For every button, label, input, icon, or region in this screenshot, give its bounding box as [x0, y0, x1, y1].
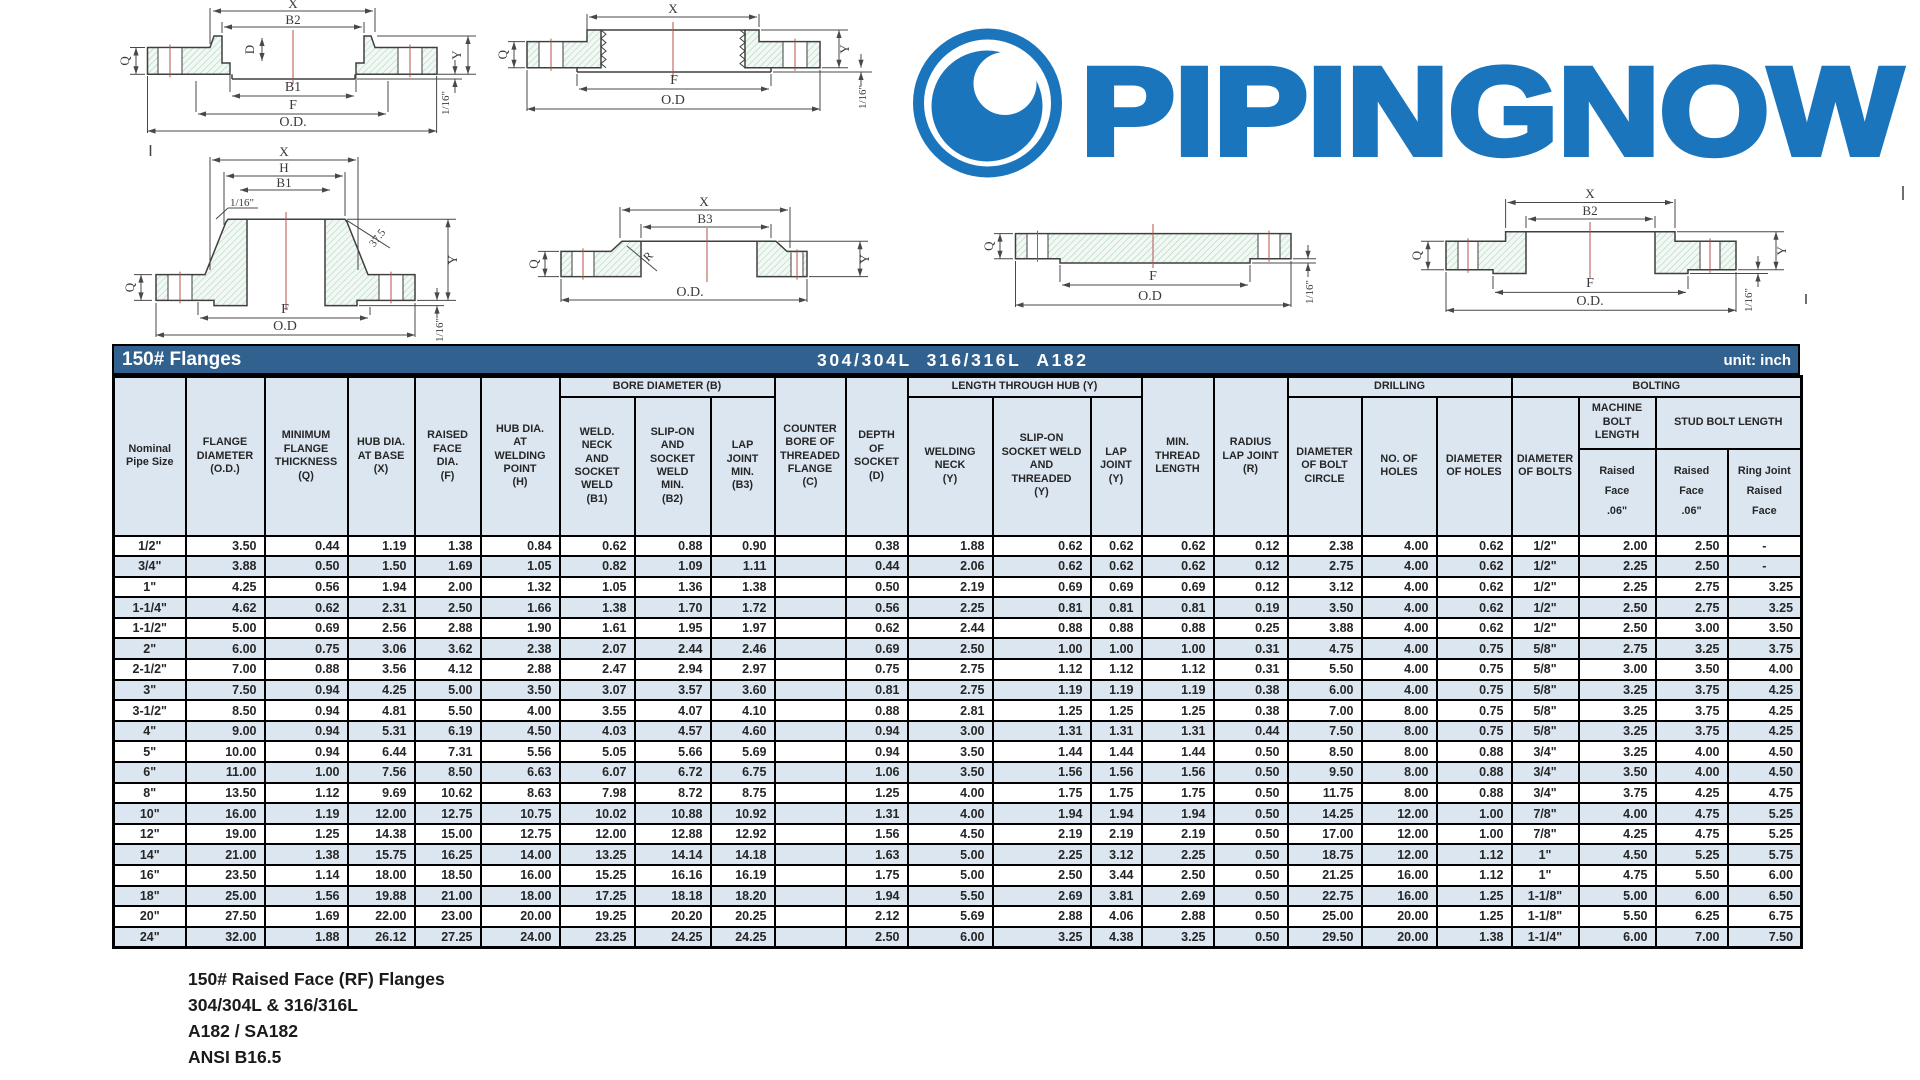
svg-text:37.5: 37.5 [367, 226, 389, 249]
svg-text:X: X [288, 0, 298, 11]
svg-text:X: X [668, 1, 678, 16]
svg-text:F: F [1586, 276, 1594, 291]
svg-text:1/16": 1/16" [1743, 288, 1755, 312]
svg-text:O.D.: O.D. [279, 115, 306, 130]
svg-text:Y: Y [1774, 245, 1789, 255]
svg-text:1/16": 1/16" [434, 318, 446, 342]
svg-text:B1: B1 [285, 80, 301, 95]
svg-text:B1: B1 [276, 175, 291, 190]
svg-text:F: F [289, 98, 297, 113]
svg-text:O.D: O.D [1138, 289, 1162, 304]
svg-text:Q: Q [117, 56, 132, 66]
svg-text:PIPINGNOW: PIPINGNOW [1081, 43, 1903, 181]
svg-text:O.D.: O.D. [1576, 294, 1603, 309]
svg-text:O.D.: O.D. [676, 285, 703, 300]
svg-text:X: X [699, 194, 709, 209]
svg-text:F: F [1149, 269, 1157, 284]
svg-text:R: R [640, 249, 656, 265]
svg-text:X: X [1585, 186, 1595, 201]
svg-text:Q: Q [495, 49, 510, 59]
svg-text:Q: Q [526, 259, 541, 269]
svg-text:1/16": 1/16" [1304, 280, 1316, 304]
svg-text:Y: Y [837, 44, 852, 54]
svg-text:O.D: O.D [273, 319, 297, 334]
svg-text:B3: B3 [697, 211, 712, 226]
svg-text:Y: Y [449, 50, 464, 60]
svg-text:B2: B2 [285, 12, 300, 27]
svg-text:Y: Y [857, 254, 872, 264]
svg-text:Q: Q [1409, 250, 1424, 260]
svg-text:1/16": 1/16" [857, 85, 869, 109]
svg-text:Q: Q [122, 282, 137, 292]
svg-text:Q: Q [981, 241, 996, 251]
svg-text:F: F [670, 73, 678, 88]
svg-text:B2: B2 [1582, 203, 1597, 218]
svg-text:1/16": 1/16" [230, 197, 254, 209]
svg-text:1/16": 1/16" [440, 91, 452, 115]
svg-text:Y: Y [445, 254, 460, 264]
svg-text:H: H [279, 160, 288, 175]
svg-text:D: D [242, 45, 257, 54]
svg-text:X: X [279, 144, 289, 159]
svg-text:O.D: O.D [661, 93, 685, 108]
svg-text:F: F [281, 302, 289, 317]
